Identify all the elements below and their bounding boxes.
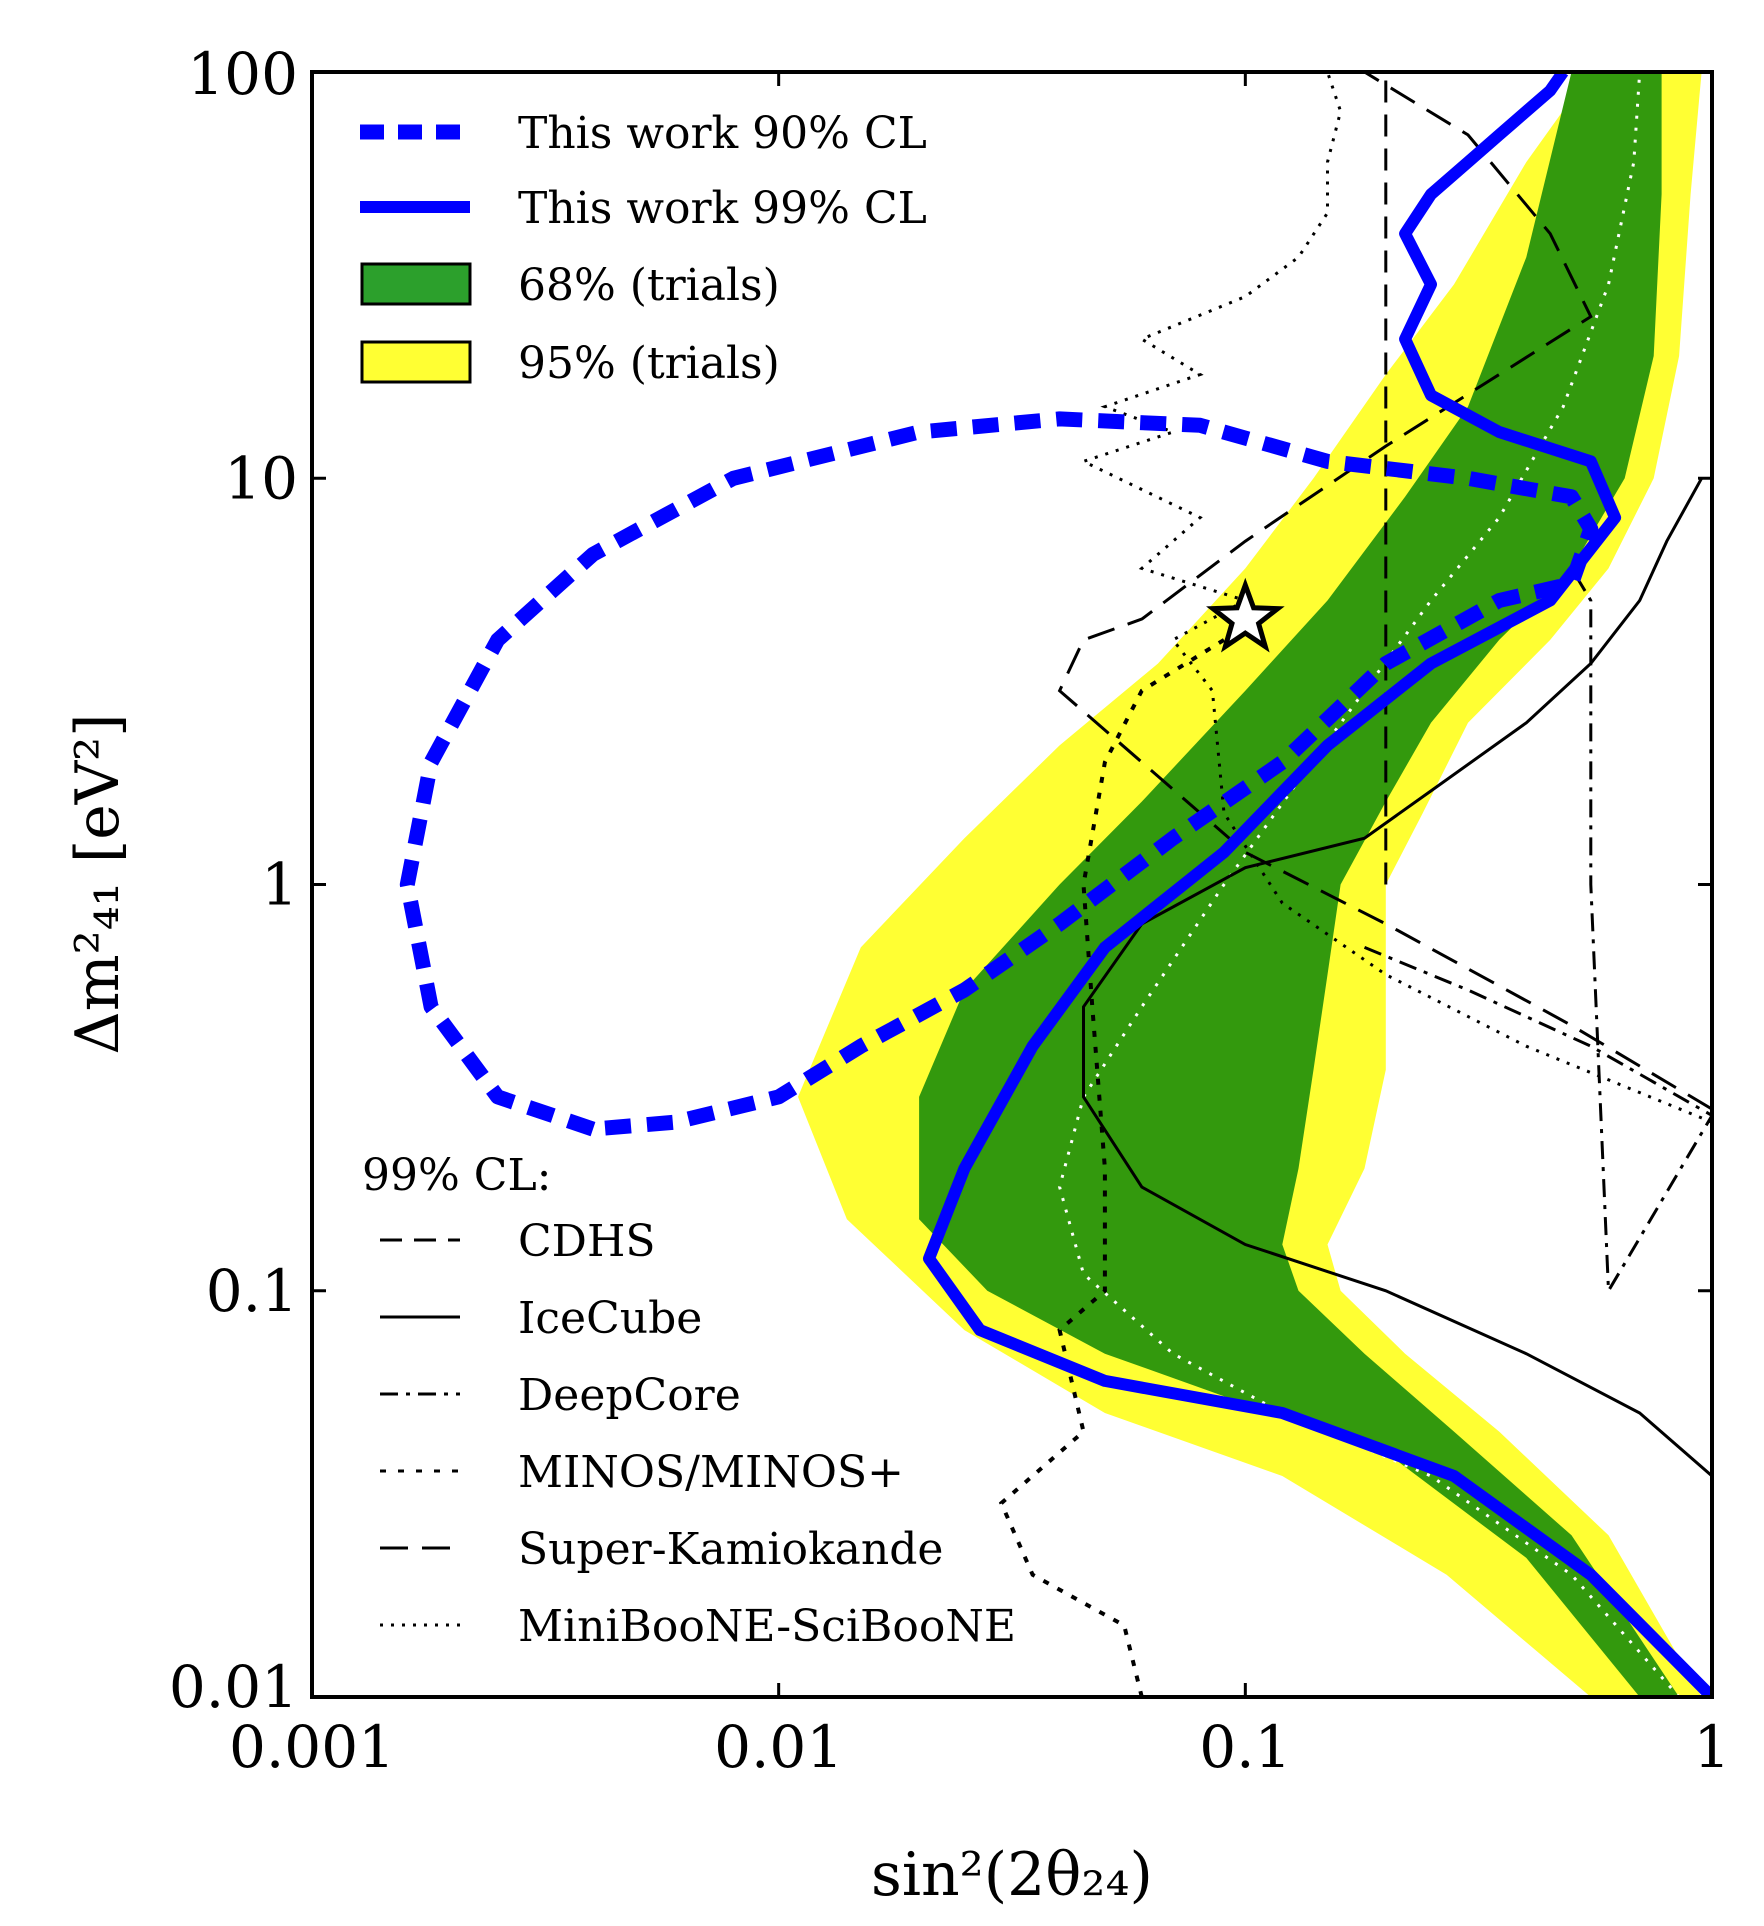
series-this-work-90-cl <box>399 411 1599 1137</box>
legend: This work 90% CL This work 99% CL 68% (tri… <box>360 108 927 389</box>
series-minos-minos <box>998 638 1226 1697</box>
other-legend-entry: IceCube <box>380 1293 702 1344</box>
x-tick-label: 0.1 <box>1199 1713 1291 1781</box>
legend-label: 68% (trials) <box>518 260 780 311</box>
x-tick-label: 0.01 <box>714 1713 843 1781</box>
other-legend-label: MINOS/MINOS+ <box>518 1447 904 1498</box>
y-tick-label: 0.1 <box>206 1257 298 1325</box>
legend-swatch <box>360 262 472 306</box>
series-deepcore <box>1363 567 1712 1296</box>
x-tick-label: 0.001 <box>229 1713 395 1781</box>
y-tick-label: 1 <box>261 851 298 919</box>
series-super-kamiokande <box>1057 72 1712 1111</box>
x-tick-label: 1 <box>1694 1713 1731 1781</box>
y-tick-label: 0.01 <box>169 1653 298 1721</box>
other-legend-title: 99% CL: <box>362 1150 552 1201</box>
best-fit-star <box>1206 577 1285 653</box>
other-legend-entry: MINOS/MINOS+ <box>380 1447 904 1498</box>
legend-label: 95% (trials) <box>518 338 780 389</box>
series-this-work-99-cl <box>923 72 1712 1697</box>
other-legend-entry: MiniBooNE-SciBooNE <box>380 1601 1016 1652</box>
other-legend-entry: Super-Kamiokande <box>380 1524 943 1575</box>
other-legend-label: CDHS <box>518 1216 655 1267</box>
other-legend-entry: DeepCore <box>380 1370 741 1421</box>
legend-entry: This work 99% CL <box>360 183 927 234</box>
other-legend-label: MiniBooNE-SciBooNE <box>518 1601 1016 1652</box>
legend-label: This work 99% CL <box>518 183 927 234</box>
legend-label: This work 90% CL <box>518 108 927 159</box>
legend-entry: 68% (trials) <box>360 260 780 311</box>
sensitivity-bands <box>798 72 1702 1697</box>
x-axis-title: sin²(2θ₂₄) <box>871 1840 1153 1910</box>
other-experiments-legend: 99% CL: CDHS IceCube DeepCore MINOS/MINOS+ Su… <box>362 1150 1016 1652</box>
y-tick-label: 100 <box>187 40 298 108</box>
y-tick-label: 10 <box>224 444 298 512</box>
other-legend-entry: CDHS <box>380 1216 655 1267</box>
legend-swatch <box>360 340 472 384</box>
other-legend-label: IceCube <box>518 1293 702 1344</box>
other-legend-label: DeepCore <box>518 1370 741 1421</box>
series-miniboone-sciboone <box>1079 72 1712 1124</box>
best-fit-marker <box>1206 577 1285 653</box>
y-axis-title: Δm²₄₁ [eV²] <box>63 713 133 1054</box>
legend-entry: 95% (trials) <box>360 338 780 389</box>
legend-entry: This work 90% CL <box>360 108 927 159</box>
this-work-contours <box>399 72 1712 1697</box>
other-legend-label: Super-Kamiokande <box>518 1524 943 1575</box>
